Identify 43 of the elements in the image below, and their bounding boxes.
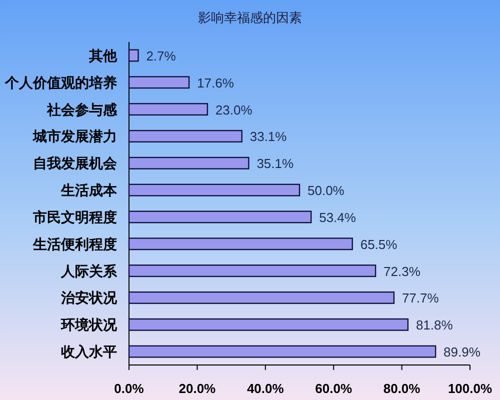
x-tick-label: 80.0% xyxy=(383,381,421,396)
bar xyxy=(128,345,436,358)
y-tick-label: 生活成本 xyxy=(60,182,118,198)
y-tick-label: 社会参与感 xyxy=(46,101,118,118)
chart-title: 影响幸福感的因素 xyxy=(198,10,302,25)
bar xyxy=(128,264,376,278)
data-label: 33.1% xyxy=(250,129,288,144)
x-tick-label: 100.0% xyxy=(448,381,492,396)
y-tick-label: 自我发展机会 xyxy=(33,155,118,172)
y-tick-label: 收入水平 xyxy=(61,344,117,360)
bar xyxy=(128,238,353,250)
data-label: 72.3% xyxy=(384,264,421,279)
y-tick-label: 生活便利程度 xyxy=(32,236,117,252)
y-tick-label: 个人价值观的培养 xyxy=(4,74,117,90)
x-tick-label: 40.0% xyxy=(246,381,284,396)
bar xyxy=(128,318,409,331)
bar xyxy=(128,49,139,62)
y-tick-label: 环境状况 xyxy=(60,316,118,333)
y-tick-label: 其他 xyxy=(88,47,118,64)
data-label: 35.1% xyxy=(256,156,294,172)
data-label: 53.4% xyxy=(319,210,356,225)
x-tick-label: 60.0% xyxy=(315,381,352,396)
bar xyxy=(128,156,250,170)
data-label: 50.0% xyxy=(308,183,345,198)
data-label: 65.5% xyxy=(360,236,398,252)
data-label: 23.0% xyxy=(215,102,253,118)
bar xyxy=(128,76,190,89)
bar xyxy=(128,291,395,304)
bar xyxy=(128,103,208,116)
y-tick-label: 治安状况 xyxy=(60,290,118,306)
y-tick-label: 城市发展潜力 xyxy=(32,128,117,144)
data-label: 2.7% xyxy=(146,48,176,64)
x-tick-label: 20.0% xyxy=(178,381,216,396)
bar xyxy=(128,184,300,196)
data-label: 89.9% xyxy=(444,344,481,360)
data-label: 77.7% xyxy=(402,290,440,306)
bar xyxy=(128,210,312,224)
data-label: 81.8% xyxy=(416,318,454,333)
y-tick-label: 市民文明程度 xyxy=(32,208,117,225)
x-tick-label: 0.0% xyxy=(114,381,144,396)
data-label: 17.6% xyxy=(197,75,234,90)
bar xyxy=(128,130,242,142)
y-tick-label: 人际关系 xyxy=(60,262,118,279)
